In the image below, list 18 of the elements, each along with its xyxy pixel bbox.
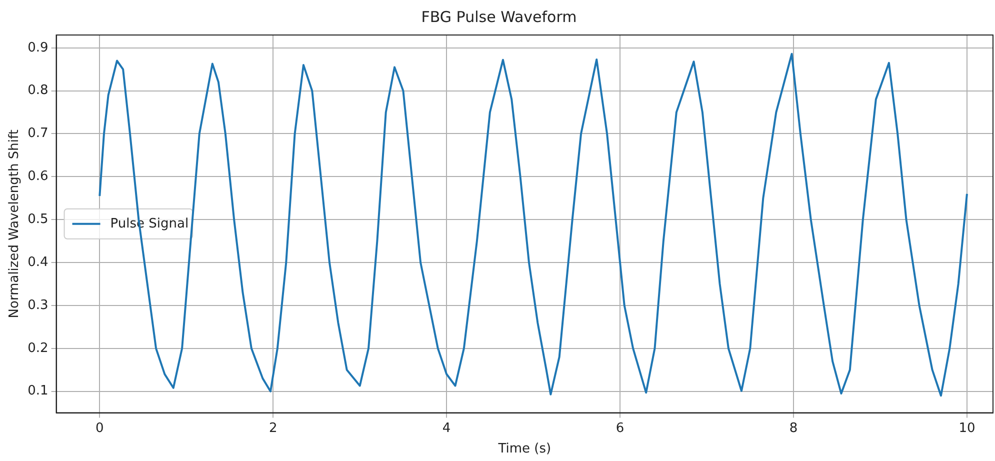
y-tick-label: 0.3 (28, 298, 48, 313)
y-tick-label: 0.6 (28, 169, 48, 184)
x-axis-title: Time (s) (497, 442, 552, 457)
y-tick-label: 0.4 (28, 254, 48, 270)
y-tick-label: 0.8 (28, 83, 48, 98)
x-tick-label: 6 (616, 420, 624, 436)
x-tick-label: 10 (958, 420, 976, 436)
x-tick-label: 0 (96, 420, 104, 436)
y-tick-label: 0.1 (28, 384, 48, 399)
y-tick-label: 0.2 (28, 340, 48, 356)
x-tick-label: 4 (442, 420, 451, 436)
y-tick-label: 0.7 (28, 126, 48, 142)
y-tick-label: 0.5 (28, 212, 48, 227)
y-axis-title: Normalized Wavelength Shift (7, 130, 22, 318)
chart-title: FBG Pulse Waveform (421, 8, 577, 26)
x-tick-label: 8 (789, 420, 798, 436)
y-tick-label: 0.9 (28, 40, 48, 56)
x-tick-label: 2 (268, 420, 278, 436)
